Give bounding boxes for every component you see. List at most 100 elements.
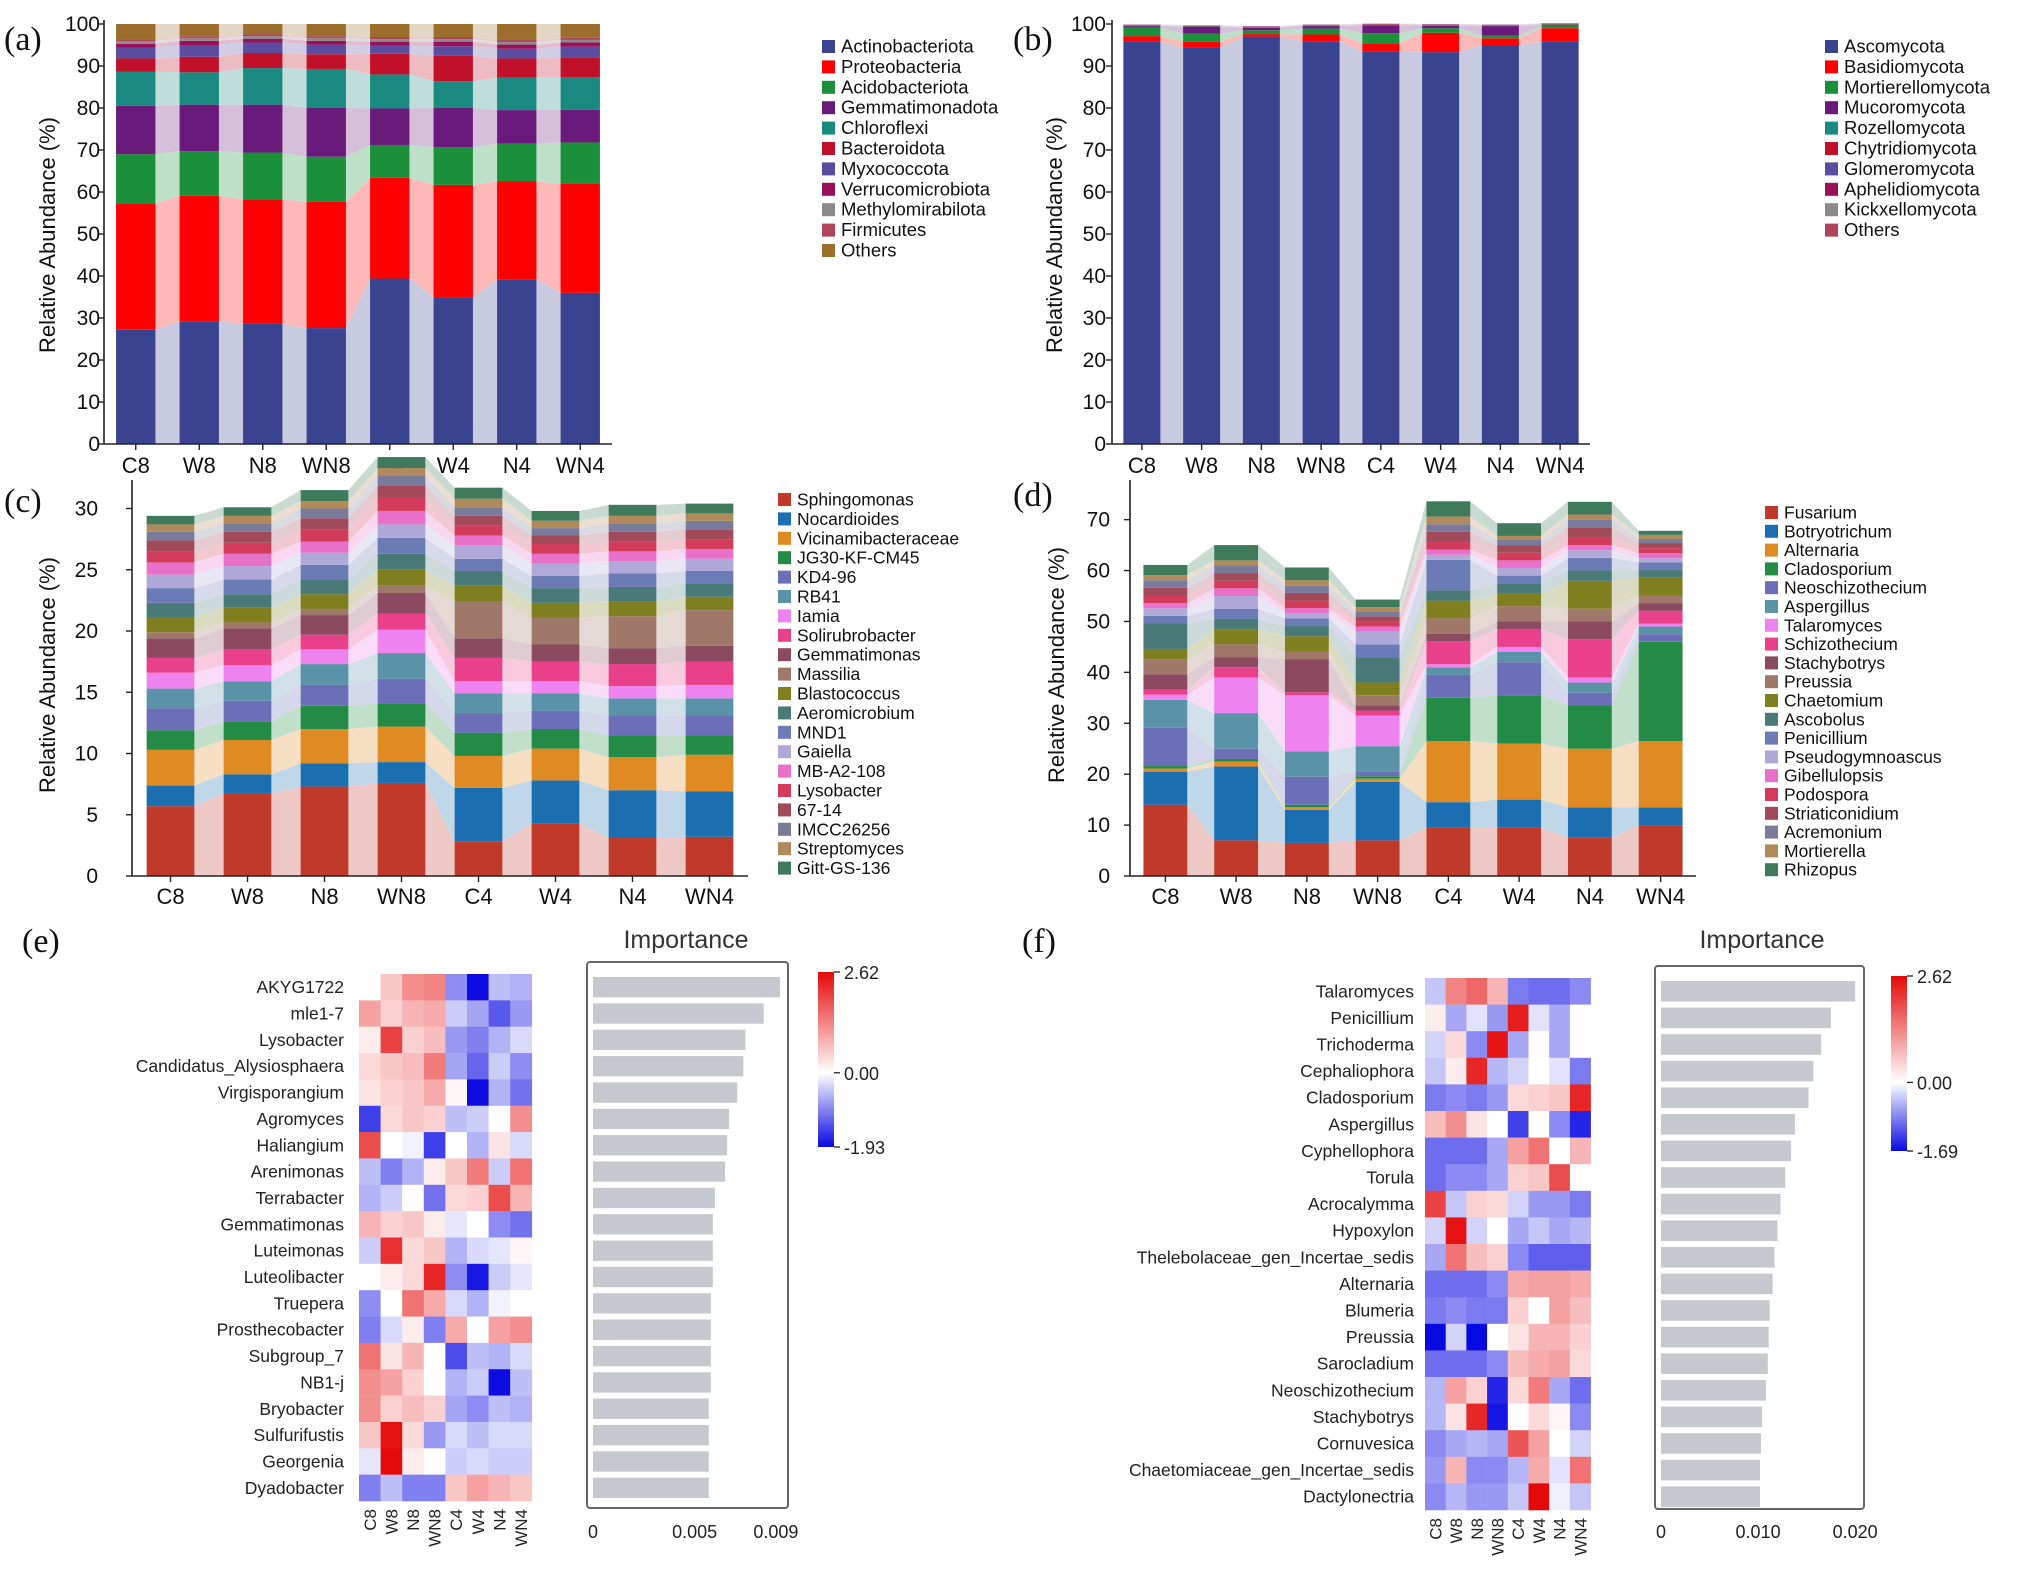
bar-segment-acremonium	[1426, 524, 1471, 532]
bar-segment-lysobacter	[223, 542, 272, 554]
heatmap-cell	[380, 1263, 403, 1291]
heatmap-cell	[1445, 1190, 1467, 1218]
connector-band	[348, 678, 378, 706]
importance-tick-label: 0.020	[1833, 1522, 1878, 1542]
heatmap-cell	[1425, 1483, 1446, 1511]
bar-segment-67-14	[223, 531, 272, 543]
bar-segment-podospora	[1143, 595, 1188, 604]
connector-band	[282, 36, 307, 41]
panel-label: (d)	[1013, 477, 1053, 514]
connector-band	[271, 579, 301, 608]
bar-segment-others	[560, 24, 600, 38]
bar-segment-fusarium	[1143, 804, 1188, 876]
legend-swatch-lysobacter	[778, 784, 791, 797]
y-tick-label: 50	[1087, 610, 1110, 633]
connector-band	[271, 552, 301, 580]
bar-segment-penicillium	[1567, 557, 1612, 571]
connector-band	[1339, 25, 1363, 34]
connector-band	[1187, 565, 1215, 588]
y-axis-label: Relative Abundance (%)	[35, 557, 60, 793]
bar-segment-rb41	[531, 693, 580, 711]
connector-band	[1470, 559, 1498, 591]
heatmap-cell	[1445, 1270, 1467, 1298]
legend-swatch-podospora	[1765, 788, 1778, 801]
connector-band	[1258, 840, 1285, 876]
y-tick-label: 80	[1083, 97, 1106, 120]
row-label-cyphellophora: Cyphellophora	[1301, 1141, 1414, 1161]
panel-e: (e) ImportanceAKYG1722mle1-7LysobacterCan…	[22, 923, 885, 1547]
bar-segment-ascomycota	[1362, 51, 1400, 445]
legend-swatch-penicillium	[1765, 731, 1778, 745]
bar-segment-aspergillus	[1567, 682, 1612, 693]
connector-band	[579, 586, 609, 603]
bar-segment-fusarium	[1638, 825, 1683, 876]
connector-band	[656, 583, 686, 602]
heatmap-cell	[380, 1158, 403, 1186]
heatmap-cell	[1549, 1244, 1571, 1271]
connector-band	[1459, 24, 1482, 26]
connector-band	[194, 740, 224, 786]
bar-segment-gaiella	[531, 563, 580, 576]
legend-swatch-aeromicrobium	[778, 706, 791, 720]
bar-segment-chaetomium	[1214, 629, 1259, 645]
column-label: W8	[382, 1509, 401, 1535]
heatmap-cell	[1487, 1377, 1509, 1404]
connector-band	[1399, 664, 1427, 747]
connector-band	[348, 593, 378, 635]
connector-band	[1518, 25, 1542, 39]
y-tick-label: 5	[86, 804, 98, 827]
bar-segment-rhizopus	[1214, 545, 1259, 561]
row-label-terrabacter: Terrabacter	[255, 1188, 344, 1208]
legend-swatch-others	[822, 244, 835, 257]
connector-band	[1160, 24, 1184, 26]
heatmap-cell	[1507, 1217, 1529, 1245]
legend-swatch-myxococcota	[822, 162, 835, 176]
heatmap-cell	[1445, 1456, 1467, 1484]
connector-band	[656, 715, 686, 736]
connector-band	[579, 710, 609, 736]
bar-segment-vicinamibacteraceae	[223, 740, 272, 775]
heatmap-cell	[1549, 978, 1571, 1005]
bar-segment-alternaria	[1426, 741, 1471, 803]
y-tick-label: 30	[77, 307, 100, 330]
connector-band	[1339, 41, 1363, 444]
heatmap-cell	[380, 1448, 403, 1475]
connector-band	[409, 39, 434, 42]
heatmap-cell	[1569, 1323, 1591, 1351]
importance-bar	[593, 1029, 746, 1051]
bar-segment-gibellulopsis	[1497, 560, 1542, 568]
importance-bar	[1661, 1433, 1761, 1454]
importance-bar	[1661, 1326, 1769, 1348]
connector-band	[271, 518, 301, 543]
importance-bar	[1661, 1380, 1766, 1401]
connector-band	[1328, 776, 1356, 808]
heatmap-cell	[1466, 1031, 1488, 1059]
bar-segment-ascomycota	[1481, 45, 1519, 444]
connector-band	[579, 561, 609, 576]
bar-segment-preussia	[1355, 695, 1400, 706]
legend-label-penicillium: Penicillium	[1784, 728, 1868, 748]
heatmap-cell	[402, 1395, 425, 1423]
row-label-luteimonas: Luteimonas	[254, 1241, 345, 1261]
heatmap-cell	[467, 1316, 489, 1344]
bar-segment-neoschizothecium	[1426, 674, 1471, 698]
heatmap-cell	[467, 1395, 489, 1423]
connector-band	[194, 622, 224, 639]
bar-segment-mnd1	[608, 573, 657, 587]
bar-segment-acremonium	[1143, 580, 1188, 588]
x-tick-label: WN4	[1636, 884, 1685, 909]
connector-band	[348, 553, 378, 595]
bar-segment-bacteroidota	[116, 58, 156, 72]
bar-segment-methylomirabilota	[306, 38, 346, 41]
heatmap-cell	[488, 1184, 511, 1212]
bar-segment-actinobacteriota	[116, 329, 156, 444]
bar-segment-acremonium	[1214, 565, 1259, 574]
heatmap-cell	[1528, 1084, 1550, 1112]
legend-swatch-chloroflexi	[822, 121, 835, 135]
connector-band	[579, 515, 609, 529]
connector-band	[425, 485, 455, 526]
bar-segment-acremonium	[1497, 540, 1542, 546]
bar-segment-botryotrichum	[1284, 809, 1329, 843]
x-tick-label: W8	[183, 453, 216, 478]
heatmap-cell	[510, 1263, 533, 1291]
